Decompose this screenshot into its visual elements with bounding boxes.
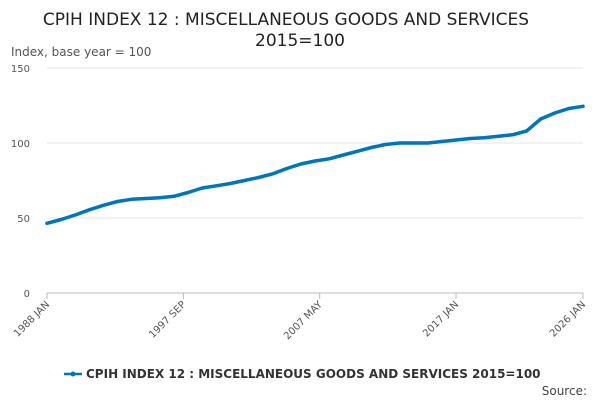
source-label: Source: [542, 384, 587, 398]
y-tick-label: 100 [11, 139, 30, 150]
data-point [228, 181, 232, 186]
data-point [440, 139, 444, 144]
data-point [257, 175, 261, 180]
legend[interactable]: CPIH INDEX 12 : MISCELLANEOUS GOODS AND … [64, 367, 541, 381]
data-point [355, 149, 359, 153]
data-point [299, 162, 303, 166]
data-point [539, 117, 543, 121]
y-axis-label: Index, base year = 100 [11, 45, 151, 59]
y-tick-label: 150 [11, 64, 30, 75]
data-point [158, 196, 162, 200]
data-point [525, 129, 529, 133]
x-tick-label: 1988 JAN [12, 299, 52, 339]
data-point [186, 190, 190, 195]
y-tick-label: 0 [24, 289, 30, 300]
data-point [426, 141, 430, 145]
x-tick-label: 2017 JAN [421, 299, 461, 339]
data-point [398, 141, 402, 145]
data-point [468, 136, 472, 141]
data-point [313, 159, 317, 163]
data-point [412, 141, 416, 145]
data-point [327, 157, 331, 161]
y-tick-label: 50 [17, 214, 30, 225]
data-point [73, 213, 77, 217]
data-point [101, 203, 105, 207]
data-point [115, 199, 120, 204]
data-point [214, 184, 218, 188]
x-tick-label: 1997 SEP [147, 299, 188, 340]
y-tick-labels: 0 50 100 150 [11, 64, 30, 300]
data-point [341, 153, 345, 157]
data-point [383, 142, 388, 147]
chart-title-line2: 2015=100 [255, 31, 345, 51]
grid-lines [47, 67, 583, 294]
chart-title-line1: CPIH INDEX 12 : MISCELLANEOUS GOODS AND … [43, 10, 529, 30]
legend-swatch-marker [70, 371, 76, 377]
data-point [242, 178, 247, 183]
x-axis: 1988 JAN 1997 SEP 2007 MAY 2017 JAN 2026 JAN [12, 292, 588, 342]
x-tick-label: 2007 MAY [282, 299, 325, 342]
data-point [581, 104, 585, 108]
data-point [87, 208, 91, 212]
data-point [567, 106, 571, 111]
data-point [553, 111, 557, 115]
data-point [454, 138, 458, 142]
legend-label: CPIH INDEX 12 : MISCELLANEOUS GOODS AND … [86, 367, 541, 381]
data-point [369, 145, 373, 150]
x-tick-label: 2026 JAN [548, 299, 588, 339]
data-point [172, 194, 176, 198]
data-point [482, 136, 486, 140]
data-point [285, 166, 289, 171]
data-point [59, 217, 63, 222]
data-point [510, 133, 515, 137]
data-point [271, 172, 275, 176]
series-line [45, 104, 585, 226]
data-point [45, 221, 49, 225]
data-point [144, 196, 148, 201]
data-point [130, 197, 134, 201]
data-point [200, 186, 204, 190]
series-layer [45, 104, 585, 226]
data-point [496, 134, 500, 138]
